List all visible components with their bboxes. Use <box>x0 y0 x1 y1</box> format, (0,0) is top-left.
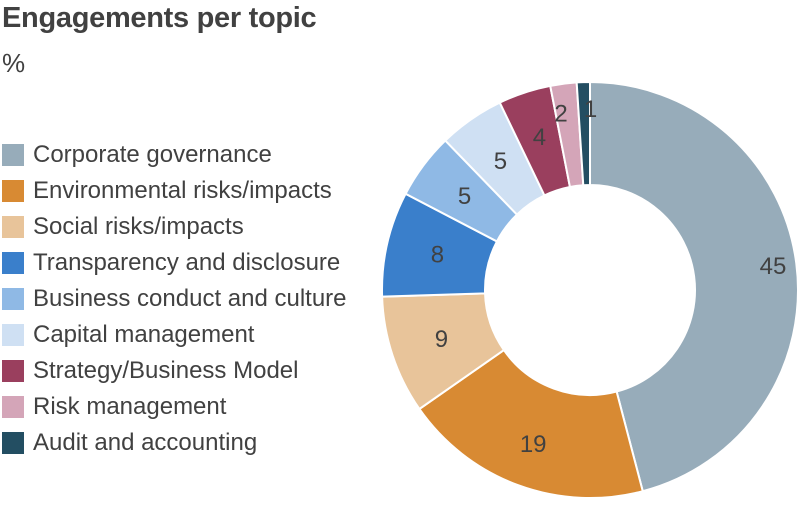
legend-swatch <box>2 180 24 202</box>
slice-value-label: 2 <box>554 100 567 127</box>
slice-value-label: 1 <box>584 96 597 123</box>
legend-label: Audit and accounting <box>33 429 258 456</box>
legend-swatch <box>2 360 24 382</box>
slice-value-label: 4 <box>533 124 546 151</box>
legend-item: Corporate governance <box>2 137 347 173</box>
legend-item: Business conduct and culture <box>2 281 347 317</box>
legend-item: Social risks/impacts <box>2 209 347 245</box>
slice-value-label: 45 <box>760 253 787 280</box>
legend-label: Strategy/Business Model <box>33 357 299 384</box>
slice-value-label: 9 <box>435 326 448 353</box>
legend-swatch <box>2 324 24 346</box>
donut-slice <box>589 80 799 493</box>
legend: Corporate governance Environmental risks… <box>2 137 347 461</box>
legend-item: Risk management <box>2 389 347 425</box>
legend-item: Audit and accounting <box>2 425 347 461</box>
legend-label: Risk management <box>33 393 227 420</box>
chart-title: Engagements per topic <box>2 2 317 34</box>
legend-item: Environmental risks/impacts <box>2 173 347 209</box>
legend-label: Social risks/impacts <box>33 213 244 240</box>
legend-swatch <box>2 396 24 418</box>
legend-item: Capital management <box>2 317 347 353</box>
legend-label: Environmental risks/impacts <box>33 177 332 204</box>
legend-label: Corporate governance <box>33 141 272 168</box>
legend-swatch <box>2 252 24 274</box>
legend-swatch <box>2 144 24 166</box>
slice-value-label: 8 <box>431 242 444 269</box>
slice-value-label: 5 <box>458 183 471 210</box>
donut-slice <box>418 348 644 499</box>
legend-item: Transparency and disclosure <box>2 245 347 281</box>
slice-value-label: 5 <box>494 148 507 175</box>
legend-label: Business conduct and culture <box>33 285 347 312</box>
legend-label: Capital management <box>33 321 255 348</box>
legend-label: Transparency and disclosure <box>33 249 341 276</box>
donut-slice <box>575 80 591 187</box>
slice-value-label: 19 <box>520 431 547 458</box>
legend-swatch <box>2 432 24 454</box>
legend-swatch <box>2 216 24 238</box>
legend-swatch <box>2 288 24 310</box>
legend-item: Strategy/Business Model <box>2 353 347 389</box>
unit-label: % <box>2 48 26 78</box>
